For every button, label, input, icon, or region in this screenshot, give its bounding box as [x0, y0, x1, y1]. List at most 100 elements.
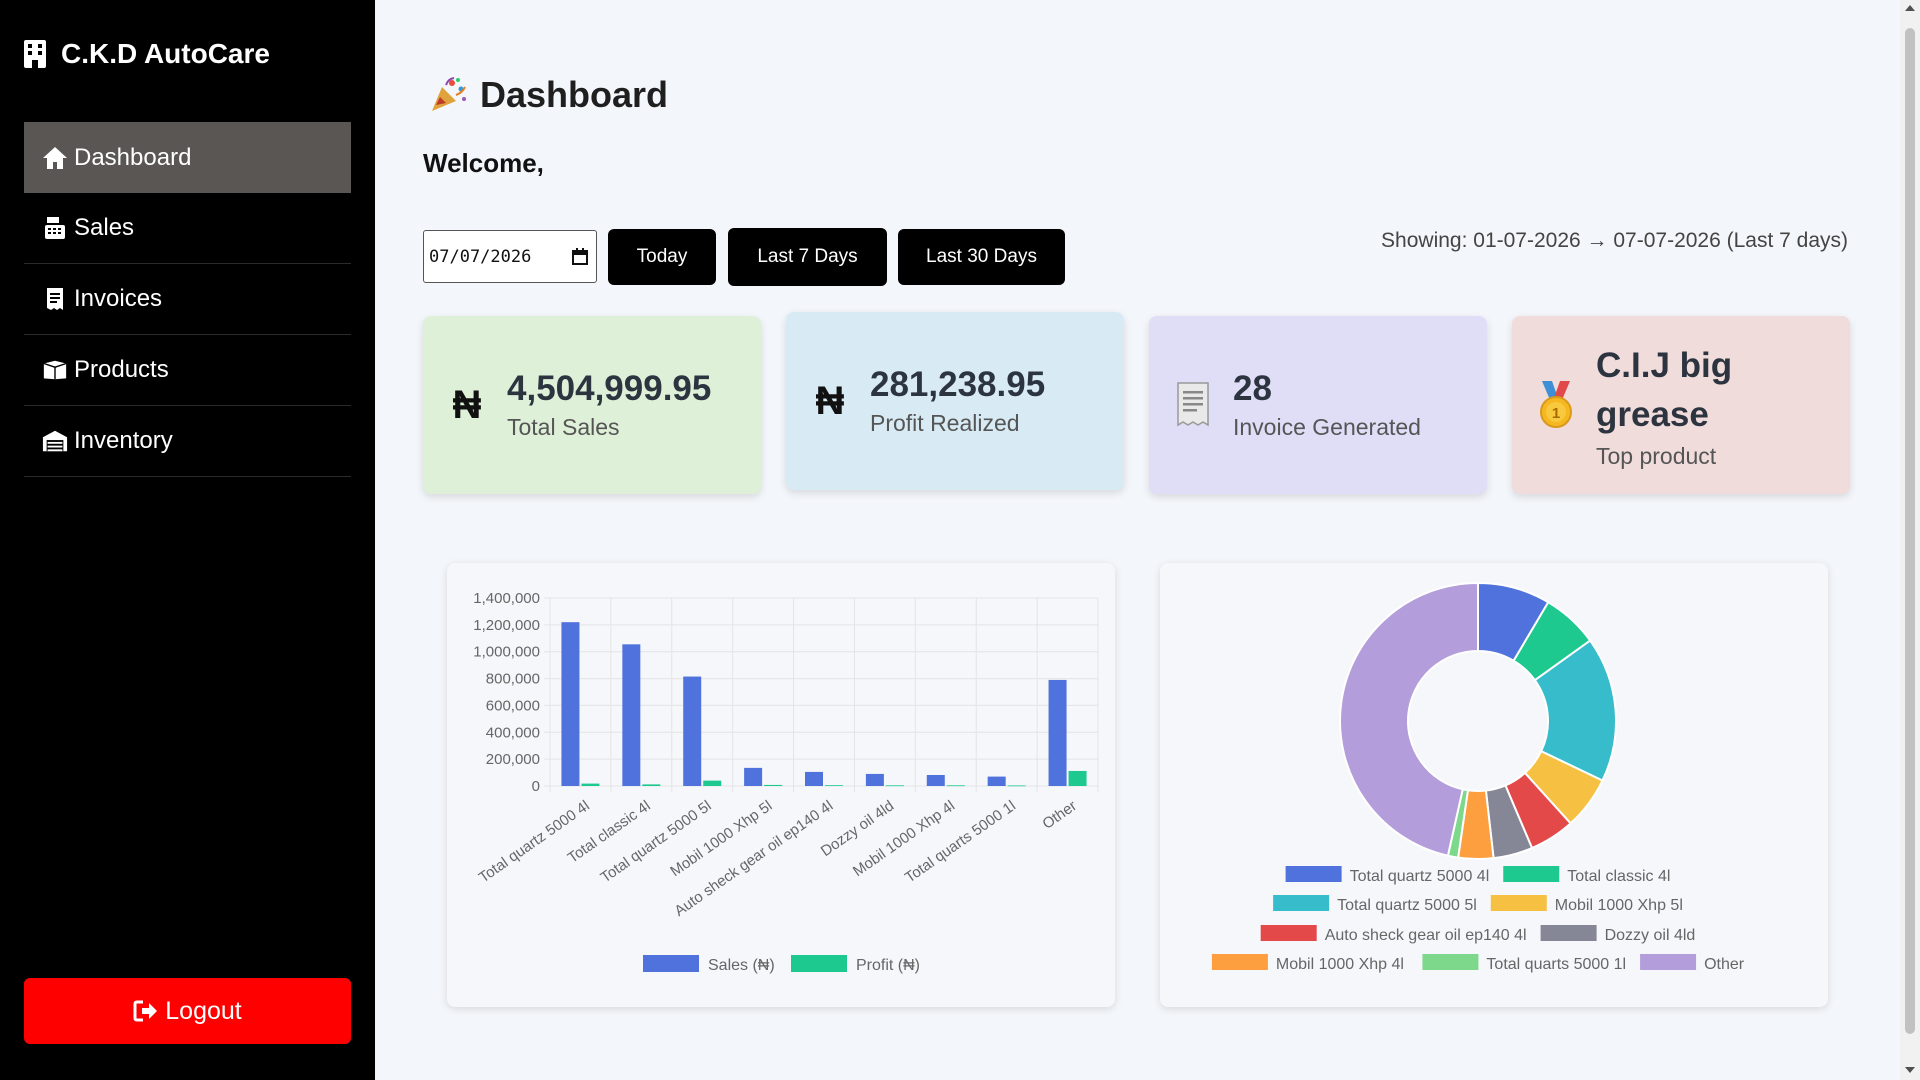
profit-bar — [1068, 770, 1087, 786]
legend-swatch — [1211, 954, 1268, 970]
main-content: Dashboard Welcome, 07/07/2026 Today Last… — [375, 0, 1900, 1080]
sales-bar — [805, 771, 823, 786]
last-30-days-button[interactable]: Last 30 Days — [898, 229, 1065, 285]
total-sales-card: ₦ 4,504,999.95 Total Sales — [423, 316, 761, 494]
warehouse-icon — [42, 428, 68, 454]
party-popper-icon — [432, 77, 466, 111]
profit-bar — [764, 784, 783, 786]
last-7-days-button[interactable]: Last 7 Days — [728, 228, 887, 286]
sales-bar — [561, 622, 580, 786]
scroll-up-arrow-icon[interactable] — [1904, 4, 1916, 12]
legend-label: Mobil 1000 Xhp 5l — [1555, 897, 1683, 914]
x-tick-label: Mobil 1000 Xhp 4l — [850, 797, 958, 880]
home-icon — [42, 145, 68, 171]
y-tick-label: 1,400,000 — [473, 590, 540, 607]
invoice-card: 28 Invoice Generated — [1149, 316, 1487, 494]
sales-bar — [744, 767, 763, 786]
box-icon — [42, 357, 68, 383]
legend-swatch — [1540, 925, 1597, 941]
doughnut-chart: Total quartz 5000 4l Total classic 4l Tota… — [1211, 581, 1745, 973]
legend-label: Total classic 4l — [1567, 868, 1670, 885]
profit-label: Profit Realized — [870, 409, 1020, 436]
legend-swatch — [791, 955, 847, 972]
app-title: C.K.D AutoCare — [61, 38, 270, 69]
legend-swatch — [1640, 954, 1697, 970]
x-tick-label: Total quartz 5000 4l — [476, 797, 593, 886]
sidebar-item-products[interactable]: Products — [24, 335, 351, 406]
sales-bar — [1048, 679, 1067, 786]
product-share-doughnut-chart-panel: Total quartz 5000 4l Total classic 4l Tota… — [1160, 563, 1828, 1007]
sidebar-item-label: Dashboard — [74, 143, 192, 171]
medal-icon: 1 — [1534, 381, 1578, 428]
legend-swatch — [1273, 895, 1330, 911]
legend-label: Sales (₦) — [708, 957, 775, 974]
cash-register-icon — [42, 215, 68, 241]
receipt-icon — [42, 286, 68, 312]
calendar-icon[interactable] — [572, 248, 588, 265]
logout-button[interactable]: Logout — [24, 978, 351, 1044]
legend-label: Total quarts 5000 1l — [1486, 956, 1626, 973]
top-product-value: C.I.J big grease — [1596, 345, 1733, 434]
sidebar-item-dashboard[interactable]: Dashboard — [24, 122, 351, 193]
vertical-scrollbar[interactable] — [1900, 0, 1920, 1080]
legend-swatch — [1422, 954, 1479, 970]
sales-bar — [987, 776, 1006, 786]
sidebar-item-label: Invoices — [74, 285, 163, 312]
doughnut-slice — [1339, 581, 1479, 857]
top-product-label: Top product — [1596, 442, 1717, 469]
legend-label: Total quartz 5000 5l — [1337, 897, 1477, 914]
svg-text:1: 1 — [1552, 405, 1560, 422]
logout-label: Logout — [165, 996, 242, 1025]
x-tick-label: Mobil 1000 Xhp 5l — [667, 797, 775, 880]
profit-bar — [1007, 785, 1026, 787]
page-title: Dashboard — [428, 74, 668, 116]
date-value: 07/07/2026 — [429, 246, 532, 267]
legend-label: Auto sheck gear oil ep140 4l — [1325, 927, 1527, 944]
bar-chart: 0 200,000 400,000 600,000 800,000 1,000,000 1,… — [473, 590, 1099, 974]
y-tick-label: 0 — [532, 778, 540, 795]
legend-label: Dozzy oil 4ld — [1605, 927, 1696, 944]
profit-card: ₦ 281,238.95 Profit Realized — [786, 312, 1124, 490]
sales-bar — [622, 644, 641, 786]
top-product-card: 1 C.I.J big grease Top product — [1512, 316, 1850, 494]
sidebar-item-sales[interactable]: Sales — [24, 193, 351, 264]
sidebar-item-inventory[interactable]: Inventory — [24, 406, 351, 477]
y-tick-label: 600,000 — [486, 697, 540, 714]
naira-icon: ₦ — [815, 378, 845, 423]
y-tick-label: 1,200,000 — [473, 617, 540, 634]
legend-label: Profit (₦) — [856, 957, 920, 974]
x-tick-label: Other — [1039, 797, 1079, 832]
y-tick-label: 800,000 — [486, 671, 540, 688]
date-picker-input[interactable]: 07/07/2026 — [423, 230, 597, 283]
legend-swatch — [1260, 925, 1317, 941]
legend-swatch — [643, 955, 699, 972]
building-icon — [24, 40, 46, 68]
scrollbar-thumb[interactable] — [1905, 28, 1915, 1034]
x-tick-label: Total quarts 5000 1l — [902, 797, 1019, 886]
legend-swatch — [1503, 866, 1560, 882]
total-sales-value: 4,504,999.95 — [507, 369, 712, 409]
x-tick-label: Total quartz 5000 5l — [598, 797, 715, 886]
sidebar-item-label: Sales — [74, 214, 135, 241]
today-button[interactable]: Today — [608, 229, 716, 285]
profit-bar — [703, 780, 722, 786]
y-tick-label: 200,000 — [486, 751, 540, 768]
sales-bar — [926, 774, 945, 786]
sidebar-item-label: Inventory — [74, 427, 173, 454]
brand: C.K.D AutoCare — [23, 38, 270, 70]
profit-bar — [581, 783, 600, 786]
profit-bar — [885, 785, 904, 787]
profit-bar — [825, 785, 843, 786]
invoice-count-value: 28 — [1233, 369, 1272, 409]
profit-bar — [946, 785, 965, 787]
profit-value: 281,238.95 — [870, 365, 1046, 405]
profit-bar — [642, 784, 661, 786]
legend-swatch — [1285, 866, 1342, 882]
scroll-down-arrow-icon[interactable] — [1904, 1066, 1916, 1074]
page-title-text: Dashboard — [480, 74, 669, 115]
sidebar-item-label: Products — [74, 356, 169, 383]
sales-bar — [683, 676, 702, 786]
sidebar-item-invoices[interactable]: Invoices — [24, 264, 351, 335]
receipt-icon — [1171, 382, 1215, 427]
sidebar: C.K.D AutoCare Dashboard Sales Invoices … — [0, 0, 375, 1080]
